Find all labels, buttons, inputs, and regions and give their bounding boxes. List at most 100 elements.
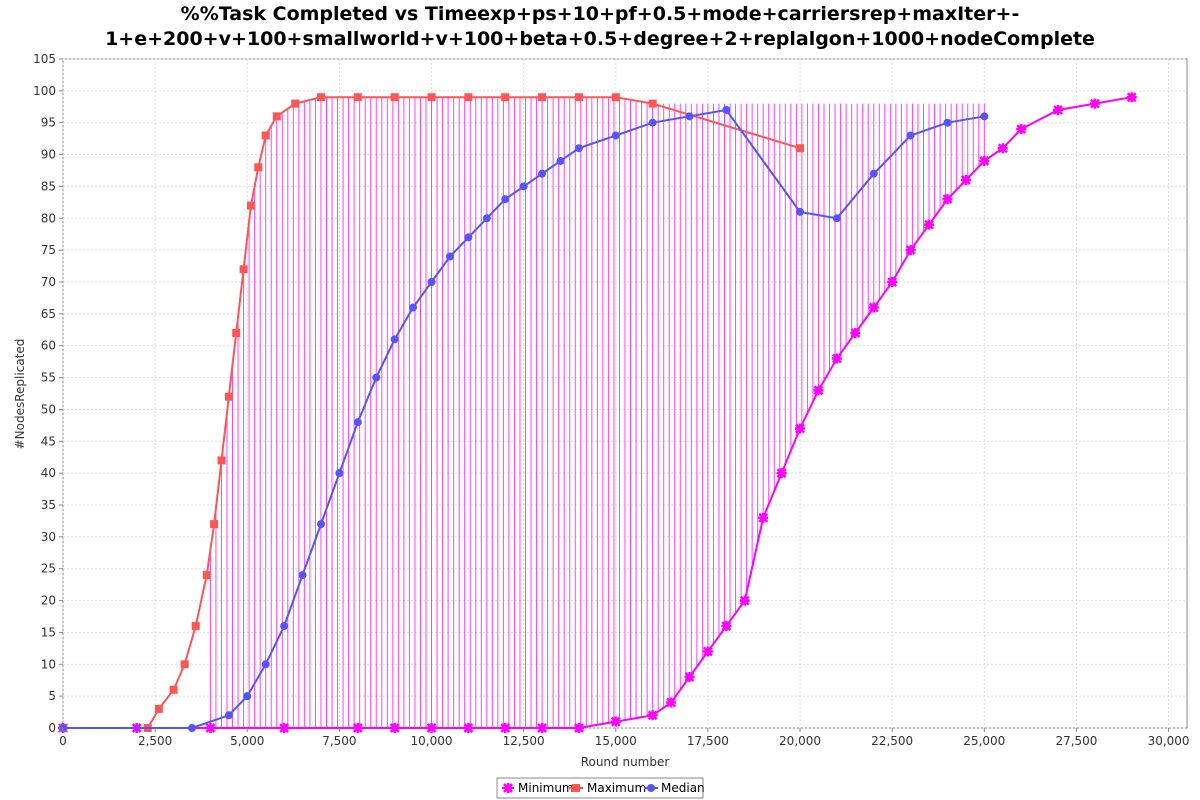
y-tick-label: 40 xyxy=(41,466,56,480)
data-point xyxy=(464,233,473,242)
data-point xyxy=(298,571,307,580)
data-point xyxy=(685,112,694,121)
data-point xyxy=(924,219,935,230)
data-point xyxy=(647,710,658,721)
y-axis-ticks: 0 5 10 15 20 25 30 35 40 45 50 55 60 65 70 75 80 85 90 95 10… xyxy=(33,52,63,735)
y-tick-label: 35 xyxy=(41,498,56,512)
x-tick-label: 0 xyxy=(59,734,67,748)
data-point xyxy=(556,156,565,165)
data-point xyxy=(205,723,216,733)
data-point xyxy=(261,660,270,669)
data-point xyxy=(254,163,263,172)
x-tick-label: 15,000 xyxy=(595,734,637,748)
data-point xyxy=(905,245,916,256)
y-tick-label: 95 xyxy=(41,116,56,130)
x-tick-label: 30,000 xyxy=(1148,734,1190,748)
data-point xyxy=(390,335,399,344)
legend-maximum-marker xyxy=(572,784,580,792)
y-tick-label: 100 xyxy=(33,84,56,98)
data-point xyxy=(154,704,163,713)
data-point xyxy=(180,660,189,669)
data-point xyxy=(353,418,362,427)
data-point xyxy=(482,214,491,223)
data-point xyxy=(684,672,695,683)
data-point xyxy=(1126,92,1137,103)
data-point xyxy=(721,621,732,632)
data-point xyxy=(537,723,548,733)
data-point xyxy=(316,93,325,102)
y-tick-label: 5 xyxy=(48,689,56,703)
data-point xyxy=(1053,104,1064,115)
x-tick-label: 27,500 xyxy=(1055,734,1097,748)
data-point xyxy=(501,195,510,204)
x-tick-label: 20,000 xyxy=(779,734,821,748)
data-point xyxy=(666,697,677,708)
y-tick-label: 55 xyxy=(41,371,56,385)
data-point xyxy=(239,265,248,274)
data-point xyxy=(702,646,713,657)
data-point xyxy=(279,723,290,733)
legend-minimum-marker xyxy=(503,783,513,793)
data-point xyxy=(960,175,971,186)
data-point xyxy=(500,723,511,733)
y-tick-label: 20 xyxy=(41,594,56,608)
data-point xyxy=(191,622,200,631)
data-point xyxy=(906,131,915,140)
data-point xyxy=(353,93,362,102)
data-point xyxy=(1016,124,1027,135)
legend-item-median: Median xyxy=(644,781,705,795)
data-point xyxy=(997,143,1008,154)
series-maximum xyxy=(59,93,805,732)
x-tick-label: 17,500 xyxy=(687,734,729,748)
data-point xyxy=(316,520,325,529)
data-point xyxy=(463,723,474,733)
data-point xyxy=(776,468,787,479)
y-tick-label: 105 xyxy=(33,52,56,66)
y-tick-label: 70 xyxy=(41,275,56,289)
data-point xyxy=(832,214,841,223)
data-point xyxy=(224,711,233,720)
legend-maximum-label: Maximum xyxy=(587,781,646,795)
data-point xyxy=(261,131,270,140)
y-tick-label: 80 xyxy=(41,211,56,225)
data-point xyxy=(217,456,226,465)
data-point xyxy=(372,373,381,382)
data-point xyxy=(1089,98,1100,109)
data-point xyxy=(272,112,281,121)
data-point xyxy=(868,302,879,313)
data-point xyxy=(739,595,750,606)
x-tick-label: 10,000 xyxy=(411,734,453,748)
x-tick-label: 25,000 xyxy=(963,734,1005,748)
data-point xyxy=(445,252,454,261)
x-tick-label: 7,500 xyxy=(322,734,356,748)
data-point xyxy=(869,169,878,178)
data-point xyxy=(202,571,211,580)
y-tick-label: 25 xyxy=(41,562,56,576)
y-axis-label: #NodesReplicated xyxy=(13,339,27,450)
x-axis-label: Round number xyxy=(581,755,670,769)
data-point xyxy=(831,353,842,364)
x-tick-label: 5,000 xyxy=(230,734,264,748)
legend-item-maximum: Maximum xyxy=(569,781,646,795)
y-tick-label: 30 xyxy=(41,530,56,544)
data-point xyxy=(427,93,436,102)
y-tick-label: 75 xyxy=(41,243,56,257)
y-tick-label: 15 xyxy=(41,625,56,639)
x-tick-label: 2,500 xyxy=(138,734,172,748)
data-point xyxy=(574,93,583,102)
minimum-maximum-range-bars xyxy=(209,97,985,728)
x-axis-ticks: 0 2,500 5,000 7,500 10,000 12,500 15,000 17,500… xyxy=(59,728,1190,748)
y-tick-label: 10 xyxy=(41,657,56,671)
data-point xyxy=(291,99,300,108)
data-point xyxy=(390,93,399,102)
data-point xyxy=(232,328,241,337)
data-point xyxy=(850,327,861,338)
data-point xyxy=(574,144,583,153)
data-point xyxy=(246,201,255,210)
y-tick-label: 65 xyxy=(41,307,56,321)
data-point xyxy=(813,385,824,396)
x-tick-label: 22,500 xyxy=(871,734,913,748)
data-point xyxy=(224,392,233,401)
data-point xyxy=(758,512,769,523)
